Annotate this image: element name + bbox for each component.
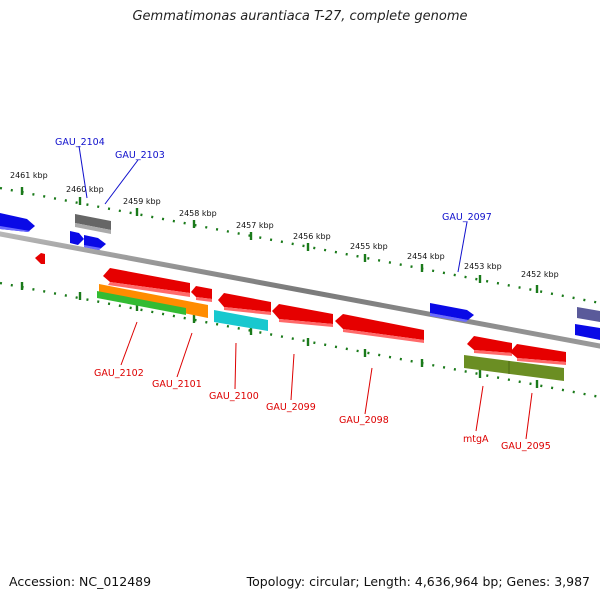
callout-line-gau2095 — [525, 392, 533, 440]
gene-block-small-red[interactable] — [35, 253, 45, 264]
accession-text: Accession: NC_012489 — [9, 574, 152, 589]
gene-arrow-forward[interactable] — [0, 213, 35, 232]
kbp-label: 2457 kbp — [236, 221, 274, 230]
genome-backbone — [0, 231, 600, 349]
gene-arrow-reverse[interactable] — [467, 336, 512, 353]
gene-block-gau2100[interactable] — [214, 293, 271, 331]
gene-label-gau2098[interactable]: GAU_2098 — [339, 415, 389, 426]
gene-labels: GAU_2104 GAU_2103 GAU_2097 GAU_2102 GAU_… — [55, 137, 551, 452]
gene-arrow-reverse[interactable] — [272, 304, 333, 324]
kbp-label: 2455 kbp — [350, 242, 388, 251]
kbp-label: 2453 kbp — [464, 262, 502, 271]
gene-block-gau2104[interactable] — [75, 214, 111, 234]
gene-label-gau2101[interactable]: GAU_2101 — [152, 379, 202, 390]
gene-label-gau2095[interactable]: GAU_2095 — [501, 441, 551, 452]
gene-label-gau2097[interactable]: GAU_2097 — [442, 212, 492, 223]
gene-label-gau2104[interactable]: GAU_2104 — [55, 137, 105, 148]
gene-arrow-forward[interactable] — [575, 324, 600, 340]
callout-line-mtga — [475, 385, 484, 432]
kbp-label: 2456 kbp — [293, 232, 331, 241]
callout-line-gau2100 — [234, 342, 237, 390]
gene-label-mtga[interactable]: mtgA — [463, 434, 489, 445]
gene-block-gau2099[interactable] — [272, 304, 333, 327]
gene-box-slate[interactable] — [577, 307, 600, 322]
gene-arrow-reverse-shade — [108, 282, 190, 297]
gene-block-right-edge[interactable] — [575, 307, 600, 340]
kbp-label: 2459 kbp — [123, 197, 161, 206]
genome-summary-text: Topology: circular; Length: 4,636,964 bp… — [246, 574, 590, 589]
kbp-labels: 2461 kbp 2460 kbp 2459 kbp 2458 kbp 2457 kbp… — [10, 171, 559, 279]
gene-arrow-reverse-shade — [517, 358, 566, 365]
gene-block-upper-left[interactable] — [0, 213, 35, 232]
kbp-label: 2460 kbp — [66, 185, 104, 194]
gene-arrow-reverse[interactable] — [218, 293, 271, 312]
upper-callouts — [78, 145, 468, 273]
kbp-label: 2458 kbp — [179, 209, 217, 218]
kbp-label: 2461 kbp — [10, 171, 48, 180]
gene-block-gau2103[interactable] — [70, 231, 106, 250]
gene-block-gau2101[interactable] — [191, 286, 212, 302]
gene-arrow-forward-shade — [430, 313, 468, 322]
gene-box-cyan[interactable] — [214, 310, 268, 331]
gene-arrow-reverse-shade — [279, 319, 333, 327]
callout-line-gau2102 — [120, 321, 138, 366]
gene-label-gau2103[interactable]: GAU_2103 — [115, 150, 165, 161]
gene-arrow-reverse-shade — [224, 307, 271, 315]
callout-line-gau2101 — [176, 332, 193, 378]
callout-line-gau2099 — [290, 353, 295, 401]
gene-arrow-reverse-shade — [343, 329, 424, 343]
callout-line-gau2103 — [104, 159, 139, 205]
callout-line-gau2097 — [457, 221, 468, 273]
gene-label-gau2099[interactable]: GAU_2099 — [266, 402, 316, 413]
gene-block-gau2102[interactable] — [97, 268, 208, 318]
gene-arrow-reverse[interactable] — [191, 286, 212, 299]
gene-arrow-reverse[interactable] — [335, 314, 424, 340]
gene-arrow-reverse-shade — [474, 350, 512, 356]
gene-arrow-forward[interactable] — [430, 303, 474, 320]
genome-title: Gemmatimonas aurantiaca T-27, complete g… — [132, 9, 468, 24]
gene-block-mtga[interactable] — [467, 336, 512, 356]
gene-arrow-reverse[interactable] — [510, 344, 566, 362]
gene-box-gray[interactable] — [75, 214, 111, 230]
gene-arrow-reverse[interactable] — [103, 268, 190, 293]
gene-label-gau2100[interactable]: GAU_2100 — [209, 391, 259, 402]
gene-box-olive[interactable] — [464, 355, 564, 381]
gene-arrow-forward-small[interactable] — [70, 231, 84, 245]
gene-block-gau2098[interactable] — [335, 314, 424, 343]
gene-arrow-forward-shade — [0, 226, 30, 232]
callout-line-gau2104 — [78, 145, 88, 199]
gene-arrow-reverse-shade — [196, 297, 212, 302]
gene-block-gau2095[interactable] — [464, 344, 566, 381]
gene-box-green[interactable] — [97, 291, 186, 315]
kbp-label: 2452 kbp — [521, 270, 559, 279]
gene-block-gau2097[interactable] — [430, 303, 474, 322]
gene-label-gau2102[interactable]: GAU_2102 — [94, 368, 144, 379]
kbp-label: 2454 kbp — [407, 252, 445, 261]
lower-callouts — [120, 321, 533, 440]
callout-line-gau2098 — [364, 367, 373, 415]
upper-major-ticks — [20, 187, 539, 293]
lower-tick-arc — [0, 281, 600, 399]
gene-arrow-forward-shade — [84, 245, 101, 250]
gene-box-gray-shade — [75, 223, 111, 234]
gene-arrow-reverse-small[interactable] — [35, 253, 45, 264]
